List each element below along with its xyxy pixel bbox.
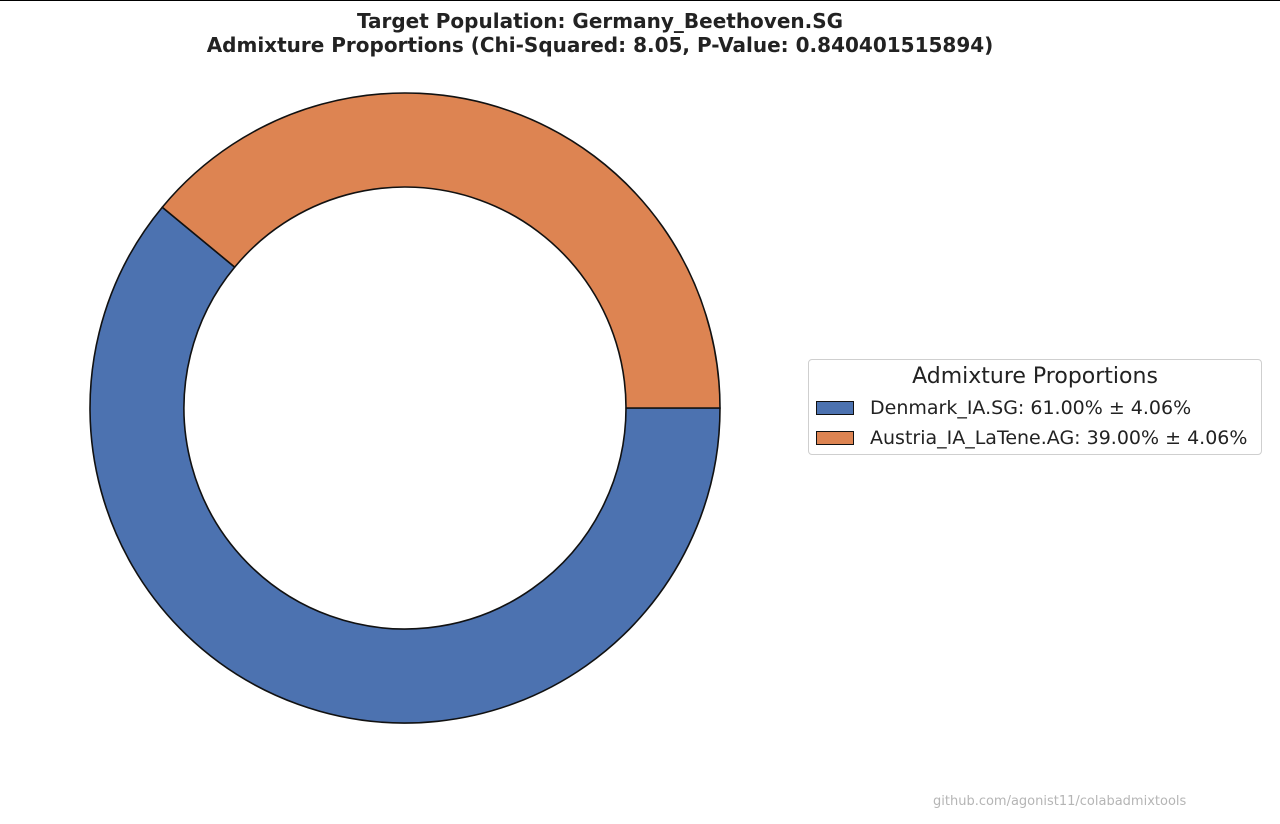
legend-swatch-1 xyxy=(816,431,854,445)
watermark: github.com/agonist11/colabadmixtools xyxy=(933,794,1187,809)
chart-subtitle: Admixture Proportions (Chi-Squared: 8.05… xyxy=(206,33,994,57)
legend-item-0: Denmark_IA.SG: 61.00% ± 4.06% xyxy=(816,395,1191,421)
chart-title: Target Population: Germany_Beethoven.SG xyxy=(356,9,844,33)
legend-swatch-0 xyxy=(816,401,854,415)
legend: Admixture Proportions Denmark_IA.SG: 61.… xyxy=(808,359,1262,455)
donut-slice-austria-ia-latene-ag xyxy=(161,92,721,409)
donut-slice-denmark-ia-sg xyxy=(89,206,721,724)
legend-label-0: Denmark_IA.SG: 61.00% ± 4.06% xyxy=(870,397,1192,419)
legend-item-1: Austria_IA_LaTene.AG: 39.00% ± 4.06% xyxy=(816,425,1247,451)
legend-title: Admixture Proportions xyxy=(912,364,1158,389)
legend-label-1: Austria_IA_LaTene.AG: 39.00% ± 4.06% xyxy=(870,427,1248,449)
top-border xyxy=(0,0,1280,1)
